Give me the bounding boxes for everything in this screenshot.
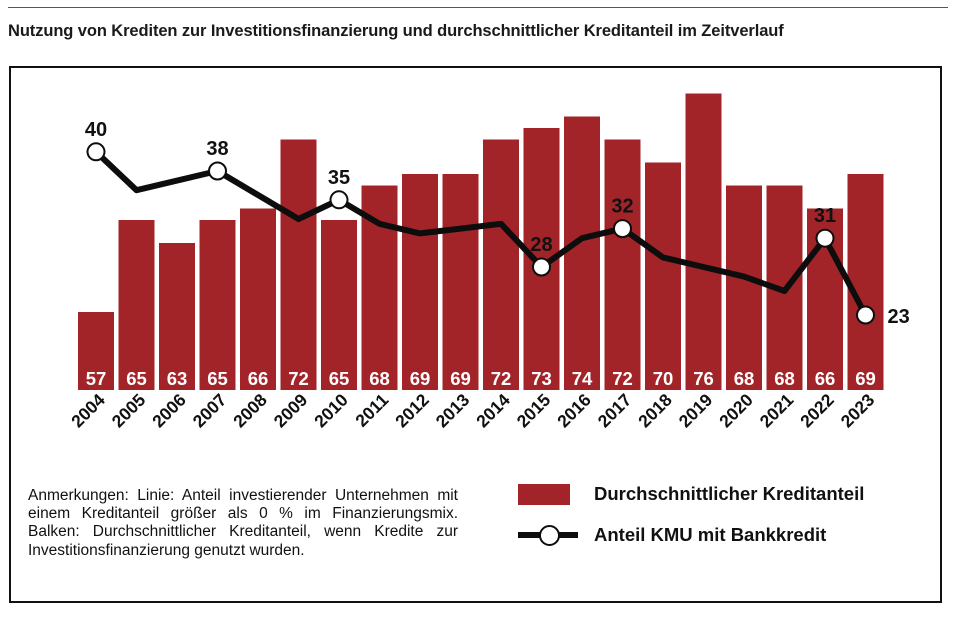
line-point-2022 (815, 228, 835, 248)
bar-value-label: 57 (86, 368, 107, 389)
legend-line-label: Anteil KMU mit Bankkredit (594, 524, 827, 545)
bar-2013 (442, 174, 479, 390)
x-tick-label: 2013 (432, 390, 474, 432)
line-point-label: 38 (206, 138, 228, 160)
bar-2009 (280, 139, 317, 390)
x-tick-label: 2004 (67, 390, 109, 432)
legend-line-swatch (518, 523, 578, 547)
x-tick-label: 2021 (756, 390, 798, 432)
line-point-2010 (329, 190, 349, 210)
x-tick-label: 2014 (472, 390, 514, 432)
line-point-label: 32 (611, 196, 633, 218)
bar-value-label: 72 (288, 368, 309, 389)
bar-value-label: 68 (734, 368, 755, 389)
bar-2004 (78, 312, 114, 390)
top-rule (8, 7, 948, 8)
line-point-2015 (532, 257, 551, 277)
bar-value-label: 76 (693, 368, 714, 389)
bar-value-label: 72 (612, 368, 633, 389)
chart-frame (9, 66, 942, 603)
x-tick-label: 2023 (837, 390, 879, 432)
bar-value-label: 63 (167, 368, 188, 389)
x-tick-label: 2005 (108, 390, 150, 432)
x-tick-label: 2020 (715, 390, 757, 432)
line-point-label: 28 (530, 234, 552, 256)
line-point-2004 (86, 142, 106, 162)
bar-2006 (159, 243, 195, 390)
bar-2007 (199, 220, 236, 390)
x-tick-label: 2022 (796, 390, 838, 432)
bar-2019 (685, 93, 722, 390)
bar-value-label: 69 (410, 368, 431, 389)
bar-2017 (604, 139, 641, 390)
x-tick-label: 2019 (675, 390, 717, 432)
line-series (93, 148, 869, 318)
bar-value-label: 69 (855, 368, 876, 389)
bar-value-label: 72 (491, 368, 512, 389)
bar-value-label: 74 (572, 368, 593, 389)
x-tick-label: 2016 (553, 390, 595, 432)
line-point-label: 35 (328, 167, 350, 189)
bar-value-label: 66 (815, 368, 836, 389)
bar-value-label: 65 (207, 368, 228, 389)
bar-2018 (645, 162, 681, 390)
bar-2010 (321, 220, 357, 390)
line-point-2007 (208, 161, 227, 181)
x-tick-label: 2006 (148, 390, 190, 432)
line-point-2017 (613, 219, 632, 239)
bar-value-label: 65 (126, 368, 147, 389)
bar-2020 (726, 185, 762, 390)
legend-bar-swatch (518, 483, 570, 505)
x-tick-label: 2010 (310, 390, 352, 432)
x-tick-label: 2015 (513, 390, 555, 432)
bar-value-label: 70 (653, 368, 674, 389)
x-tick-label: 2017 (594, 390, 636, 432)
legend-item-bars: Durchschnittlicher Kreditanteil (518, 483, 864, 505)
bar-2012 (402, 174, 438, 390)
bar-2008 (240, 208, 276, 390)
bar-value-label: 73 (531, 368, 552, 389)
line-point-2023 (856, 305, 875, 325)
bar-2014 (483, 139, 519, 390)
bar-2016 (564, 116, 600, 390)
legend-bar-label: Durchschnittlicher Kreditanteil (594, 483, 865, 504)
chart-notes: Anmerkungen: Linie: Anteil investierende… (28, 487, 458, 559)
bar-value-label: 66 (248, 368, 269, 389)
bar-2023 (847, 174, 884, 390)
legend-circle-marker-icon (539, 525, 560, 546)
bar-value-label: 68 (774, 368, 795, 389)
bar-value-label: 68 (369, 368, 390, 389)
bar-value-label: 65 (329, 368, 350, 389)
x-tick-label: 2007 (189, 390, 231, 432)
line-point-label: 23 (888, 306, 910, 328)
x-tick-label: 2008 (229, 390, 271, 432)
bar-value-label: 69 (450, 368, 471, 389)
bar-2005 (118, 220, 155, 390)
x-tick-label: 2012 (391, 390, 433, 432)
line-point-label: 40 (85, 119, 107, 141)
legend-item-line: Anteil KMU mit Bankkredit (518, 523, 826, 547)
line-point-label: 31 (814, 205, 836, 227)
x-tick-label: 2018 (634, 390, 676, 432)
page-title: Nutzung von Krediten zur Investitionsfin… (8, 22, 784, 40)
x-tick-label: 2011 (351, 389, 392, 430)
x-tick-label: 2009 (270, 390, 312, 432)
